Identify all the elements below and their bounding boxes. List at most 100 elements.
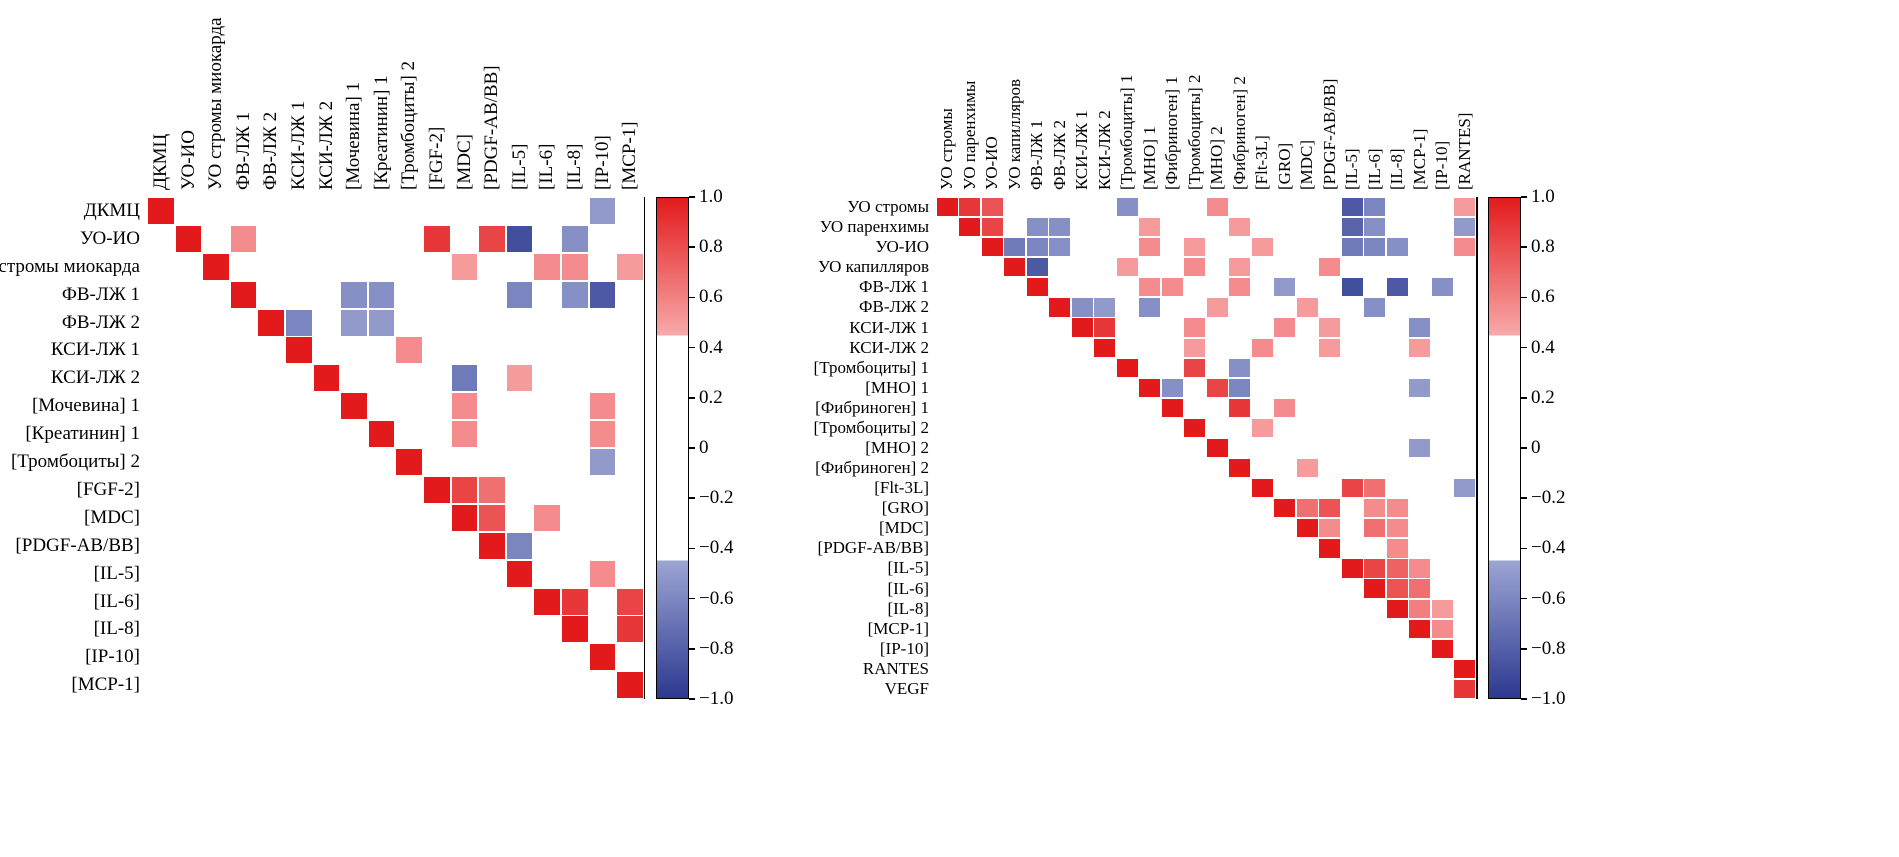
row-label: [MCP-1] bbox=[71, 674, 140, 696]
correlation-cell bbox=[1116, 358, 1138, 377]
correlation-cell bbox=[1296, 298, 1318, 317]
correlation-cell bbox=[368, 281, 395, 308]
correlation-cell bbox=[1364, 218, 1386, 237]
correlation-cell bbox=[423, 476, 450, 503]
correlation-cell bbox=[1116, 197, 1138, 217]
correlation-cell bbox=[1386, 238, 1408, 257]
correlation-cell bbox=[1319, 338, 1341, 357]
correlation-cell bbox=[285, 309, 312, 336]
correlation-cell bbox=[1364, 519, 1386, 538]
correlation-cell bbox=[1139, 218, 1161, 237]
row-label: УО-ИО bbox=[875, 237, 929, 257]
correlation-cell bbox=[1184, 418, 1206, 438]
correlation-cell bbox=[1026, 278, 1048, 297]
correlation-cell bbox=[451, 365, 478, 392]
row-label: [Flt-3L] bbox=[874, 478, 929, 498]
correlation-cell bbox=[1229, 218, 1251, 237]
correlation-cell bbox=[1139, 238, 1161, 257]
correlation-cell bbox=[1341, 218, 1363, 237]
correlation-cell bbox=[534, 588, 561, 615]
correlation-cell bbox=[479, 476, 505, 503]
correlation-cell bbox=[1206, 298, 1228, 317]
correlation-cell bbox=[1431, 599, 1453, 618]
correlation-cell bbox=[1229, 258, 1251, 277]
correlation-cell bbox=[561, 281, 588, 308]
colorbar-tick-mark bbox=[689, 547, 695, 550]
correlation-cell bbox=[1431, 619, 1453, 638]
correlation-cell bbox=[1229, 358, 1251, 377]
row-label: КСИ-ЛЖ 1 bbox=[50, 339, 140, 361]
correlation-cell bbox=[1319, 539, 1341, 558]
correlation-cell bbox=[561, 616, 588, 643]
correlation-cell bbox=[617, 672, 643, 699]
colorbar-tick-label: 0.6 bbox=[699, 286, 723, 308]
colorbar-tick-mark bbox=[689, 648, 695, 650]
column-label: [МНО] 2 bbox=[1207, 126, 1226, 190]
column-label: [Тромбоциты] 1 bbox=[1117, 74, 1136, 190]
correlation-cell bbox=[396, 337, 423, 364]
colorbar-tick-label: −0.4 bbox=[1531, 537, 1566, 559]
colorbar-tick-label: −0.2 bbox=[699, 487, 734, 509]
colorbar-tick-label: 0.2 bbox=[1531, 386, 1555, 408]
correlation-cell bbox=[1454, 238, 1476, 257]
row-label: [IL-5] bbox=[93, 562, 140, 584]
correlation-cell bbox=[451, 476, 478, 503]
colorbar-tick-mark bbox=[1521, 346, 1527, 349]
correlation-cell bbox=[1094, 298, 1116, 317]
correlation-cell bbox=[534, 504, 561, 531]
correlation-cell bbox=[1341, 238, 1363, 257]
colorbar-tick-label: −1.0 bbox=[1531, 688, 1566, 709]
column-label: УО-ИО bbox=[982, 136, 1001, 190]
row-label: [МНО] 2 bbox=[865, 438, 929, 458]
row-label: УО стромы bbox=[847, 197, 929, 217]
row-label: VEGF bbox=[884, 678, 929, 698]
colorbar bbox=[1488, 197, 1521, 699]
column-label: [IL-6] bbox=[1364, 148, 1384, 190]
correlation-cell bbox=[617, 588, 643, 615]
colorbar-tick-label: −0.2 bbox=[1531, 487, 1566, 509]
correlation-cell bbox=[1049, 238, 1071, 257]
row-label: [IP-10] bbox=[85, 646, 140, 668]
correlation-cell bbox=[589, 421, 616, 448]
colorbar-tick-label: 1.0 bbox=[1531, 186, 1555, 207]
correlation-cell bbox=[479, 504, 505, 531]
colorbar-tick-label: −0.4 bbox=[699, 537, 734, 559]
colorbar-tick-mark bbox=[689, 246, 695, 248]
correlation-cell bbox=[534, 253, 561, 280]
colorbar-tick-label: 0 bbox=[699, 437, 709, 458]
colorbar-tick-mark bbox=[1521, 698, 1527, 700]
correlation-cell bbox=[1409, 338, 1431, 357]
correlation-cell bbox=[1364, 559, 1386, 578]
correlation-cell bbox=[285, 337, 312, 364]
correlation-cell bbox=[1409, 318, 1431, 337]
correlation-cell bbox=[1454, 679, 1476, 699]
correlation-cell bbox=[1184, 338, 1206, 357]
correlation-cell bbox=[959, 197, 981, 217]
row-label: УО-ИО bbox=[80, 227, 140, 249]
correlation-cell bbox=[313, 365, 340, 392]
column-label: [MCP-1] bbox=[1409, 128, 1429, 190]
colorbar-tick-mark bbox=[689, 346, 695, 349]
row-label: [IL-8] bbox=[887, 598, 929, 618]
correlation-cell bbox=[341, 309, 367, 336]
correlation-cell bbox=[1251, 418, 1273, 438]
row-label: ФВ-ЛЖ 2 bbox=[61, 311, 140, 333]
correlation-cell bbox=[368, 309, 395, 336]
correlation-cell bbox=[1386, 519, 1408, 538]
colorbar-tick-mark bbox=[689, 196, 695, 198]
colorbar-tick-mark bbox=[1521, 296, 1527, 299]
correlation-cell bbox=[1386, 559, 1408, 578]
correlation-cell bbox=[1454, 197, 1476, 217]
column-label: КСИ-ЛЖ 1 bbox=[1072, 110, 1091, 190]
colorbar-tick-label: −0.8 bbox=[699, 637, 734, 659]
row-label: [Тромбоциты] 1 bbox=[813, 357, 929, 377]
row-label: УО капилляров bbox=[817, 257, 929, 277]
plot-frame-right-border bbox=[643, 197, 646, 700]
correlation-cell bbox=[589, 393, 616, 420]
correlation-cell bbox=[1049, 218, 1071, 237]
column-label: [IL-5] bbox=[1342, 148, 1361, 190]
correlation-cell bbox=[368, 421, 395, 448]
correlation-cell bbox=[506, 560, 533, 587]
row-label: ДКМЦ bbox=[83, 199, 140, 221]
